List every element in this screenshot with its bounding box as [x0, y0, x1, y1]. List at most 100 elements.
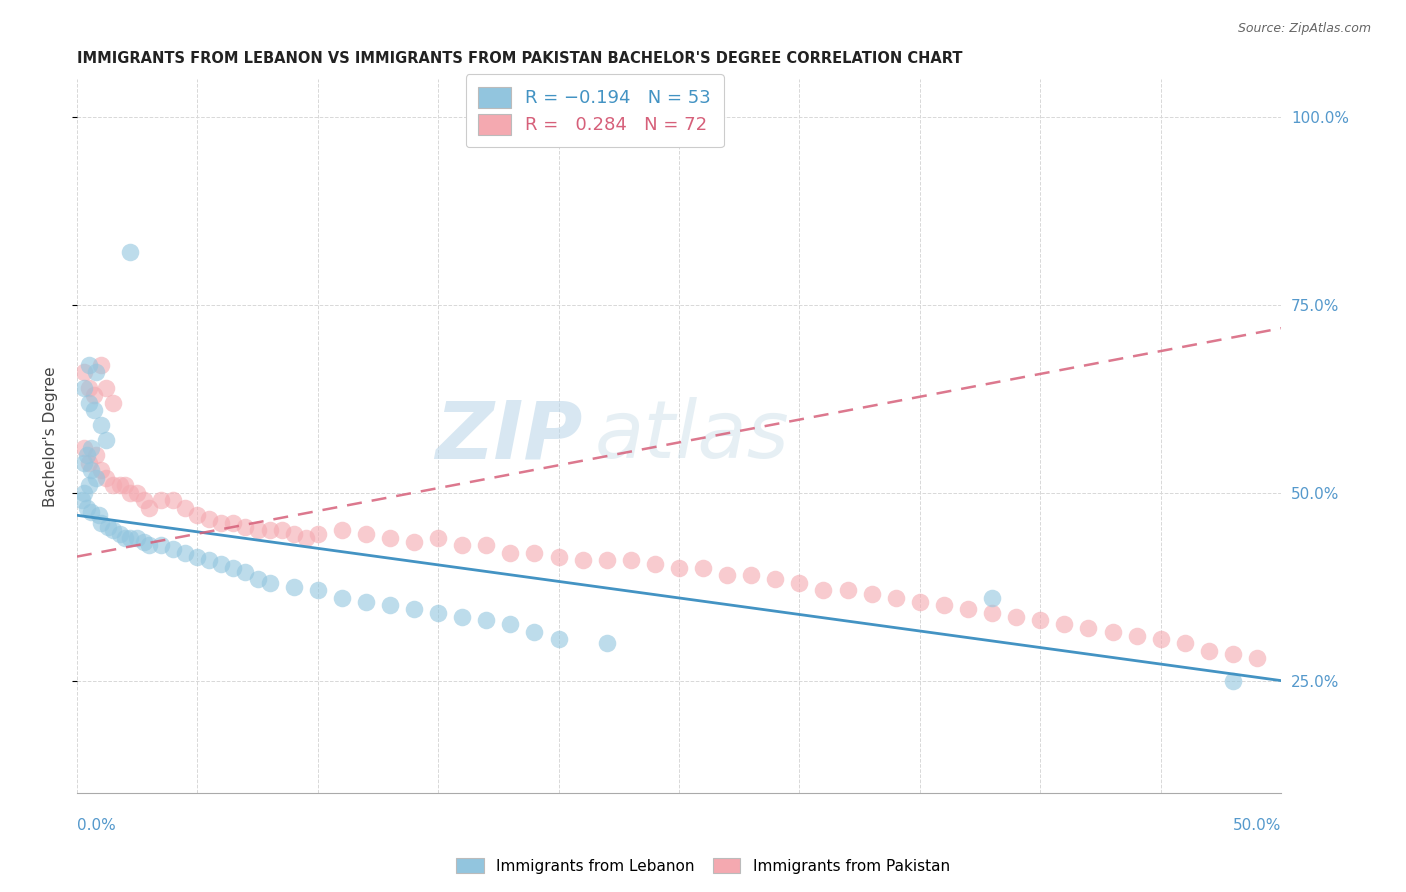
Point	[451, 609, 474, 624]
Point	[110, 527, 132, 541]
Point	[186, 508, 208, 523]
Point	[198, 512, 221, 526]
Point	[1150, 632, 1173, 647]
Point	[118, 531, 141, 545]
Point	[209, 516, 232, 530]
Point	[837, 583, 859, 598]
Point	[73, 380, 96, 394]
Point	[402, 602, 425, 616]
Point	[451, 538, 474, 552]
Point	[283, 527, 305, 541]
Point	[94, 380, 117, 394]
Point	[125, 485, 148, 500]
Point	[932, 599, 955, 613]
Point	[235, 519, 257, 533]
Point	[150, 493, 173, 508]
Point	[110, 478, 132, 492]
Text: atlas: atlas	[595, 397, 789, 475]
Point	[620, 553, 643, 567]
Point	[101, 395, 124, 409]
Point	[692, 561, 714, 575]
Point	[378, 531, 401, 545]
Point	[90, 463, 112, 477]
Point	[547, 549, 569, 564]
Point	[908, 595, 931, 609]
Point	[330, 524, 353, 538]
Point	[860, 587, 883, 601]
Point	[134, 534, 156, 549]
Text: 50.0%: 50.0%	[1233, 818, 1281, 833]
Point	[427, 531, 450, 545]
Point	[354, 595, 377, 609]
Point	[1222, 673, 1244, 688]
Point	[77, 358, 100, 372]
Point	[87, 508, 110, 523]
Point	[77, 380, 100, 394]
Point	[668, 561, 690, 575]
Point	[596, 636, 619, 650]
Point	[84, 366, 107, 380]
Point	[80, 441, 103, 455]
Text: ZIP: ZIP	[436, 397, 582, 475]
Point	[1222, 648, 1244, 662]
Point	[209, 557, 232, 571]
Point	[118, 485, 141, 500]
Point	[1053, 617, 1076, 632]
Point	[73, 456, 96, 470]
Point	[740, 568, 762, 582]
Point	[125, 531, 148, 545]
Y-axis label: Bachelor's Degree: Bachelor's Degree	[44, 366, 58, 507]
Point	[73, 441, 96, 455]
Point	[789, 575, 811, 590]
Point	[596, 553, 619, 567]
Point	[259, 575, 281, 590]
Point	[246, 572, 269, 586]
Point	[77, 478, 100, 492]
Point	[571, 553, 593, 567]
Point	[83, 388, 105, 402]
Point	[644, 557, 666, 571]
Point	[1174, 636, 1197, 650]
Point	[330, 591, 353, 605]
Point	[294, 531, 316, 545]
Point	[1077, 621, 1099, 635]
Point	[174, 500, 197, 515]
Point	[222, 561, 245, 575]
Point	[981, 591, 1004, 605]
Point	[1246, 651, 1268, 665]
Point	[813, 583, 835, 598]
Point	[118, 245, 141, 260]
Point	[73, 366, 96, 380]
Point	[1198, 643, 1220, 657]
Point	[1391, 110, 1406, 124]
Point	[101, 524, 124, 538]
Point	[475, 538, 498, 552]
Point	[114, 531, 136, 545]
Point	[1029, 614, 1052, 628]
Point	[174, 546, 197, 560]
Point	[523, 546, 546, 560]
Point	[427, 606, 450, 620]
Point	[162, 542, 184, 557]
Point	[1005, 609, 1028, 624]
Point	[77, 456, 100, 470]
Point	[716, 568, 738, 582]
Point	[90, 418, 112, 433]
Point	[138, 538, 160, 552]
Point	[70, 493, 93, 508]
Point	[246, 524, 269, 538]
Point	[475, 614, 498, 628]
Point	[76, 500, 98, 515]
Point	[114, 478, 136, 492]
Point	[1125, 628, 1147, 642]
Point	[83, 403, 105, 417]
Point	[134, 493, 156, 508]
Point	[73, 485, 96, 500]
Point	[94, 471, 117, 485]
Point	[283, 580, 305, 594]
Legend: Immigrants from Lebanon, Immigrants from Pakistan: Immigrants from Lebanon, Immigrants from…	[450, 852, 956, 880]
Point	[94, 433, 117, 447]
Point	[307, 527, 329, 541]
Point	[90, 358, 112, 372]
Point	[84, 471, 107, 485]
